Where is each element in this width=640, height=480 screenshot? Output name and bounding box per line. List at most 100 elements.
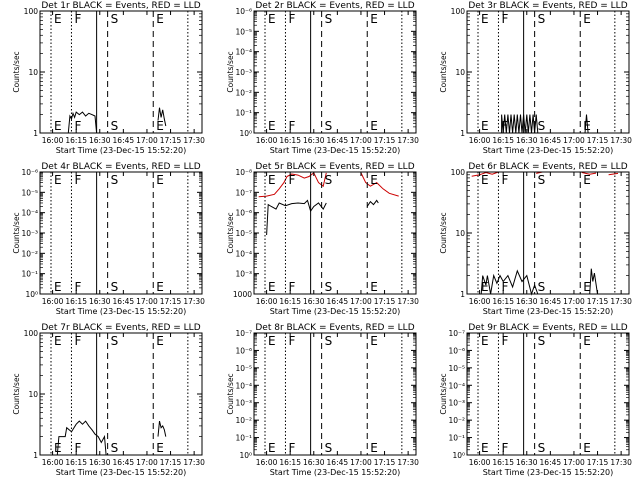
marker-label-bottom: S bbox=[325, 119, 333, 133]
marker-label-top: E bbox=[156, 173, 164, 187]
marker-label-bottom: E bbox=[370, 280, 378, 294]
marker-label-top: E bbox=[54, 12, 62, 26]
marker-label-top: E bbox=[481, 173, 489, 187]
x-tick-label: 16:45 bbox=[113, 297, 135, 306]
marker-label-top: E bbox=[268, 334, 276, 348]
y-tick-label: 10⁰ bbox=[25, 290, 38, 299]
marker-label-top: E bbox=[583, 173, 591, 187]
x-tick-label: 17:30 bbox=[397, 458, 419, 467]
y-axis-label: Counts/sec bbox=[439, 51, 448, 92]
x-tick-label: 16:30 bbox=[516, 136, 538, 145]
marker-label-top: E bbox=[583, 12, 591, 26]
x-tick-label: 16:30 bbox=[516, 297, 538, 306]
event-rate-line bbox=[366, 199, 379, 207]
x-axis-label: Start Time (23-Dec-15 15:52:20) bbox=[270, 146, 401, 155]
x-tick-label: 16:00 bbox=[256, 297, 278, 306]
marker-label-bottom: E bbox=[54, 280, 62, 294]
y-tick-label: 10⁻⁴ bbox=[235, 249, 252, 258]
y-axis-label: Counts/sec bbox=[12, 51, 21, 92]
marker-label-top: F bbox=[501, 173, 508, 187]
x-tick-label: 16:45 bbox=[540, 136, 562, 145]
event-rate-line bbox=[56, 420, 107, 456]
event-rate-line bbox=[157, 420, 167, 437]
marker-label-top: F bbox=[288, 334, 295, 348]
marker-label-top: E bbox=[54, 334, 62, 348]
marker-label-bottom: S bbox=[538, 119, 546, 133]
marker-label-top: S bbox=[325, 12, 333, 26]
x-tick-label: 17:15 bbox=[160, 136, 182, 145]
x-axis-label: Start Time (23-Dec-15 15:52:20) bbox=[483, 146, 614, 155]
x-tick-label: 16:30 bbox=[303, 297, 325, 306]
marker-label-bottom: F bbox=[288, 119, 295, 133]
y-axis-label: Counts/sec bbox=[226, 212, 235, 253]
x-axis-label: Start Time (23-Dec-15 15:52:20) bbox=[56, 307, 187, 316]
x-tick-label: 16:45 bbox=[540, 458, 562, 467]
x-tick-label: 17:00 bbox=[350, 458, 372, 467]
detector-panel: Det 9r BLACK = Events, RED = LLDEEFFSSEE… bbox=[439, 323, 632, 477]
detector-panel: Det 7r BLACK = Events, RED = LLDEEFFSSEE… bbox=[12, 323, 205, 477]
y-axis-label: Counts/sec bbox=[226, 51, 235, 92]
y-axis-label: Counts/sec bbox=[12, 212, 21, 253]
marker-label-top: E bbox=[370, 173, 378, 187]
y-tick-label: 10⁻⁶ bbox=[235, 209, 252, 218]
marker-label-top: E bbox=[370, 12, 378, 26]
marker-label-top: S bbox=[325, 334, 333, 348]
panel-title: Det 5r BLACK = Events, RED = LLD bbox=[255, 162, 414, 172]
marker-label-bottom: E bbox=[54, 441, 62, 455]
x-axis-label: Start Time (23-Dec-15 15:52:20) bbox=[56, 468, 187, 477]
marker-label-bottom: E bbox=[583, 441, 591, 455]
plot-frame bbox=[466, 10, 630, 134]
y-tick-label: 100 bbox=[451, 168, 466, 177]
y-tick-label: 10⁻⁵ bbox=[235, 27, 252, 36]
y-tick-label: 10⁻³ bbox=[448, 399, 465, 408]
marker-label-bottom: E bbox=[156, 280, 164, 294]
event-rate-line bbox=[589, 268, 598, 295]
marker-label-top: F bbox=[288, 12, 295, 26]
marker-label-bottom: E bbox=[583, 280, 591, 294]
plot-frame bbox=[39, 10, 203, 134]
x-tick-label: 16:00 bbox=[42, 458, 64, 467]
y-tick-label: 1 bbox=[33, 129, 38, 138]
marker-label-bottom: E bbox=[156, 119, 164, 133]
y-tick-label: 10⁻⁶ bbox=[235, 7, 252, 16]
marker-label-top: E bbox=[268, 173, 276, 187]
y-axis-label: Counts/sec bbox=[439, 212, 448, 253]
marker-label-bottom: F bbox=[501, 441, 508, 455]
marker-label-top: S bbox=[538, 334, 546, 348]
y-tick-label: 10⁻⁷ bbox=[448, 329, 465, 338]
x-tick-label: 16:45 bbox=[540, 297, 562, 306]
marker-label-bottom: F bbox=[501, 119, 508, 133]
x-tick-label: 16:00 bbox=[256, 136, 278, 145]
detector-panel: Det 6r BLACK = Events, RED = LLDEEFFSSEE… bbox=[439, 162, 632, 316]
y-tick-label: 100 bbox=[451, 7, 466, 16]
detector-panel: Det 3r BLACK = Events, RED = LLDEEFFSSEE… bbox=[439, 1, 632, 155]
x-tick-label: 16:45 bbox=[327, 297, 349, 306]
marker-label-top: F bbox=[501, 334, 508, 348]
marker-label-bottom: E bbox=[268, 280, 276, 294]
x-tick-label: 17:15 bbox=[587, 297, 609, 306]
x-tick-label: 16:15 bbox=[492, 297, 514, 306]
marker-label-bottom: F bbox=[288, 280, 295, 294]
x-tick-label: 17:00 bbox=[563, 458, 585, 467]
marker-label-bottom: S bbox=[325, 280, 333, 294]
marker-label-top: E bbox=[583, 334, 591, 348]
plot-frame bbox=[253, 10, 417, 134]
x-tick-label: 16:00 bbox=[42, 297, 64, 306]
detector-panel: Det 1r BLACK = Events, RED = LLDEEFFSSEE… bbox=[12, 1, 205, 155]
x-tick-label: 16:45 bbox=[327, 458, 349, 467]
x-tick-label: 17:15 bbox=[160, 297, 182, 306]
marker-label-bottom: E bbox=[156, 441, 164, 455]
y-tick-label: 10⁻² bbox=[235, 88, 252, 97]
panel-title: Det 8r BLACK = Events, RED = LLD bbox=[255, 323, 414, 333]
marker-label-bottom: S bbox=[538, 441, 546, 455]
marker-label-top: S bbox=[325, 173, 333, 187]
x-tick-label: 16:30 bbox=[89, 136, 111, 145]
detector-panel: Det 2r BLACK = Events, RED = LLDEEFFSSEE… bbox=[226, 1, 419, 155]
y-tick-label: 10⁻⁵ bbox=[235, 364, 252, 373]
y-tick-label: 10⁻⁶ bbox=[21, 168, 38, 177]
y-tick-label: 10 bbox=[455, 68, 465, 77]
x-tick-label: 16:00 bbox=[469, 136, 491, 145]
y-tick-label: 10⁻³ bbox=[235, 399, 252, 408]
marker-label-bottom: F bbox=[74, 119, 81, 133]
